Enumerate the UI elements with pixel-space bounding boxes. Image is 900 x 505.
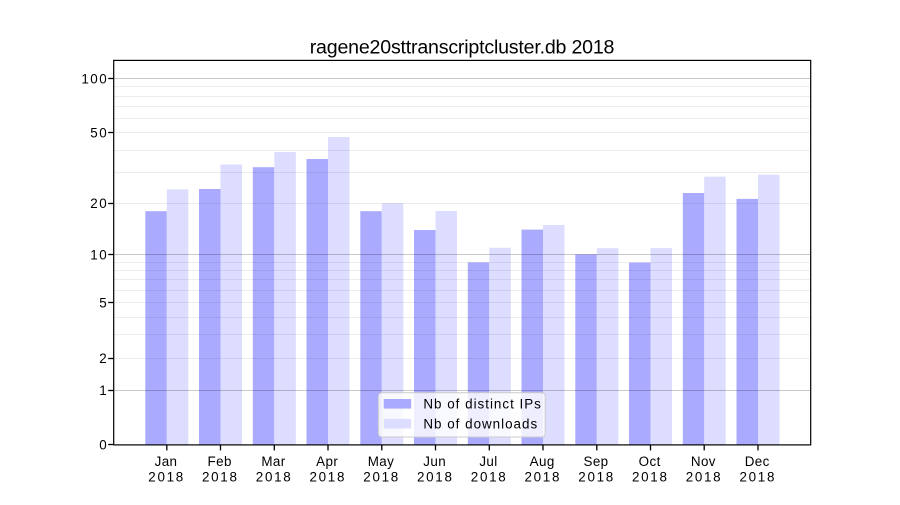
svg-text:Nov: Nov — [691, 454, 716, 469]
svg-text:Jun: Jun — [423, 454, 446, 469]
svg-text:Mar: Mar — [261, 454, 285, 469]
svg-text:50: 50 — [90, 126, 108, 141]
svg-text:Oct: Oct — [639, 454, 661, 469]
svg-text:2018: 2018 — [363, 469, 400, 484]
svg-text:2018: 2018 — [578, 469, 615, 484]
svg-text:10: 10 — [90, 247, 108, 262]
svg-text:Jul: Jul — [479, 454, 497, 469]
svg-text:2018: 2018 — [417, 469, 454, 484]
svg-text:Nb of distinct IPs: Nb of distinct IPs — [423, 397, 541, 412]
svg-text:5: 5 — [99, 296, 108, 311]
svg-text:Jan: Jan — [155, 454, 178, 469]
svg-text:ragene20sttranscriptcluster.db: ragene20sttranscriptcluster.db 2018 — [310, 37, 615, 59]
svg-text:Sep: Sep — [583, 454, 608, 469]
svg-text:Dec: Dec — [745, 454, 770, 469]
svg-text:2018: 2018 — [202, 469, 239, 484]
svg-text:Aug: Aug — [530, 454, 555, 469]
svg-text:100: 100 — [81, 72, 108, 87]
svg-text:2018: 2018 — [686, 469, 723, 484]
svg-text:20: 20 — [90, 196, 108, 211]
svg-text:2018: 2018 — [471, 469, 508, 484]
svg-text:2018: 2018 — [148, 469, 185, 484]
svg-text:1: 1 — [99, 383, 108, 398]
svg-text:Feb: Feb — [208, 454, 232, 469]
svg-text:May: May — [368, 454, 395, 469]
svg-text:Apr: Apr — [316, 454, 338, 469]
svg-text:2018: 2018 — [632, 469, 669, 484]
svg-text:2018: 2018 — [525, 469, 562, 484]
svg-text:2018: 2018 — [256, 469, 293, 484]
svg-text:Nb of downloads: Nb of downloads — [423, 417, 538, 432]
svg-text:2018: 2018 — [310, 469, 347, 484]
svg-text:2018: 2018 — [740, 469, 777, 484]
svg-text:0: 0 — [99, 438, 108, 453]
svg-text:2: 2 — [99, 351, 108, 366]
